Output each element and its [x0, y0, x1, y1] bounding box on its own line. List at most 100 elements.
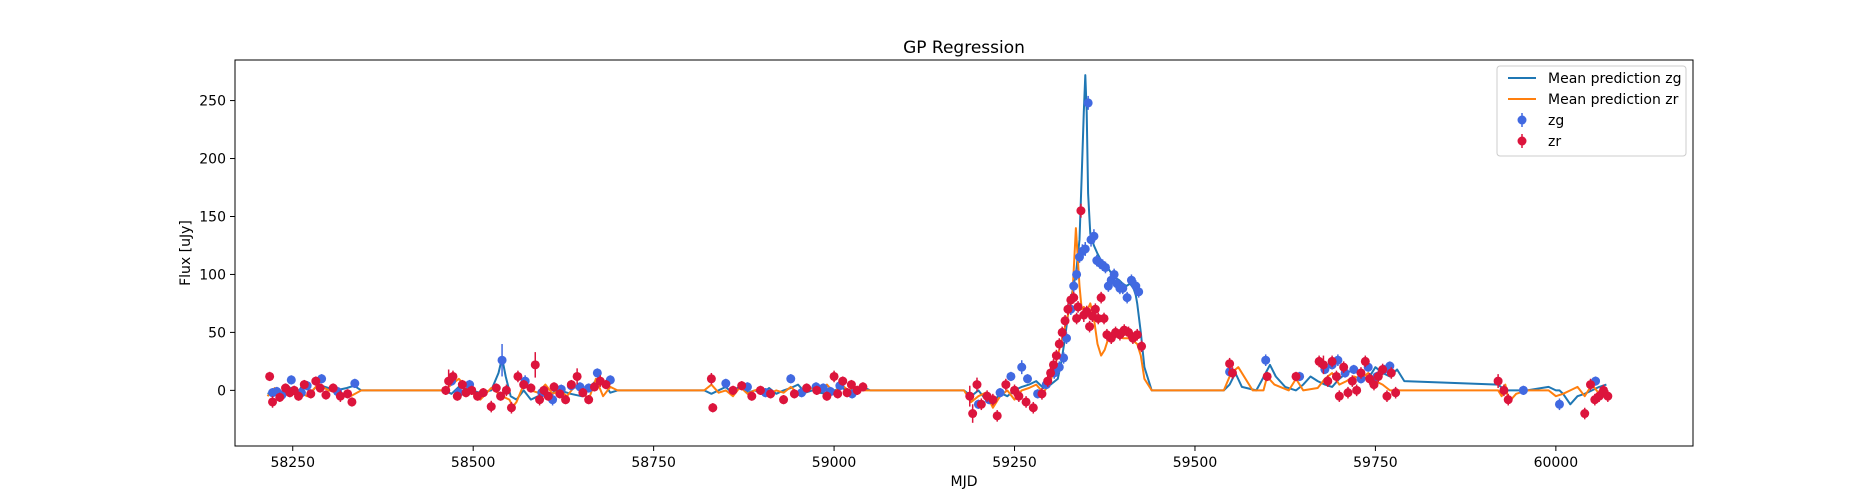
zr-point	[812, 385, 822, 395]
zg-point	[1134, 287, 1144, 297]
zr-point	[755, 385, 765, 395]
zr-point	[311, 376, 321, 386]
zr-point	[1369, 380, 1379, 390]
zr-point	[1356, 368, 1366, 378]
zr-point	[549, 382, 559, 392]
plot-area	[235, 60, 1693, 446]
zr-point	[829, 371, 839, 381]
legend-marker-zg	[1517, 115, 1527, 125]
zr-point	[858, 382, 868, 392]
zr-point	[1090, 304, 1100, 314]
y-axis-label: Flux [uJy]	[178, 220, 194, 286]
zr-point	[335, 391, 345, 401]
zg-point	[1017, 362, 1027, 372]
zr-point	[347, 397, 357, 407]
zg-point	[1554, 399, 1564, 409]
zr-point	[486, 402, 496, 412]
zr-point	[501, 385, 511, 395]
zr-point	[1072, 313, 1082, 323]
x-tick-label: 58500	[451, 455, 496, 471]
zr-point	[275, 392, 285, 402]
zr-point	[1046, 368, 1056, 378]
zr-point	[1137, 341, 1147, 351]
zr-point	[1323, 376, 1333, 386]
x-tick-label: 59500	[1173, 455, 1218, 471]
plot-content	[265, 74, 1613, 423]
y-tick-label: 250	[199, 94, 226, 110]
zg-point	[1518, 385, 1528, 395]
zr-point	[1028, 403, 1038, 413]
zr-point	[1343, 388, 1353, 398]
legend-label-zr-points: zr	[1548, 134, 1561, 150]
zg-point	[1089, 231, 1099, 241]
zr-point	[561, 395, 571, 405]
zr-point	[747, 391, 757, 401]
x-tick-label: 59000	[812, 455, 857, 471]
zr-point	[448, 371, 458, 381]
zr-point	[496, 391, 506, 401]
zr-point	[1386, 368, 1396, 378]
zr-point	[1331, 371, 1341, 381]
zr-point	[1085, 322, 1095, 332]
zr-point	[1228, 368, 1238, 378]
zr-point	[1096, 293, 1106, 303]
zr-point	[802, 383, 812, 393]
zg-point	[1349, 364, 1359, 374]
zr-point	[706, 374, 716, 384]
zr-point	[766, 389, 776, 399]
zr-point	[968, 409, 978, 419]
zr-point	[294, 391, 304, 401]
zr-point	[972, 380, 982, 390]
zr-point	[1051, 351, 1061, 361]
zr-point	[452, 391, 462, 401]
zr-point	[992, 411, 1002, 421]
zr-point	[535, 395, 545, 405]
zg-point	[1118, 283, 1128, 293]
zr-point	[526, 383, 536, 393]
zr-point	[708, 403, 718, 413]
zr-point	[343, 389, 353, 399]
x-axis-ticks: 58250 58500 58750 59000 59250 59500 59750 60000	[270, 446, 1578, 471]
zr-point	[1339, 362, 1349, 372]
zr-point	[1060, 316, 1070, 326]
zr-point	[1063, 304, 1073, 314]
zr-point	[1021, 397, 1031, 407]
zr-point	[1580, 409, 1590, 419]
zr-point	[321, 390, 331, 400]
zr-point	[265, 371, 275, 381]
y-tick-label: 0	[217, 383, 226, 399]
zr-point	[306, 389, 316, 399]
x-tick-label: 60000	[1534, 455, 1579, 471]
zr-point	[1262, 371, 1272, 381]
zr-point	[1318, 360, 1328, 370]
zr-point	[601, 380, 611, 390]
zr-point	[513, 371, 523, 381]
zr-point	[584, 395, 594, 405]
zr-point	[1586, 380, 1596, 390]
x-tick-label: 58750	[631, 455, 676, 471]
zr-point	[1352, 385, 1362, 395]
zg-point	[721, 378, 731, 388]
zr-point	[566, 380, 576, 390]
zr-point	[822, 391, 832, 401]
x-tick-label: 59250	[992, 455, 1037, 471]
zr-point	[1057, 327, 1067, 337]
zg-point	[995, 388, 1005, 398]
zg-point	[1109, 269, 1119, 279]
zr-point	[1291, 371, 1301, 381]
zr-point	[1603, 391, 1613, 401]
zr-point	[1069, 293, 1079, 303]
zg-point	[1059, 353, 1069, 363]
zg-point	[1261, 355, 1271, 365]
x-axis-label: MJD	[951, 474, 978, 490]
legend-label-zg-line: Mean prediction zg	[1548, 71, 1682, 87]
observation-points	[265, 95, 1613, 423]
zg-point	[1072, 269, 1082, 279]
zr-point	[1001, 380, 1011, 390]
legend-label-zg-points: zg	[1548, 113, 1564, 129]
zr-point	[1382, 391, 1392, 401]
zg-point	[350, 378, 360, 388]
x-tick-label: 59750	[1353, 455, 1398, 471]
zr-point	[572, 371, 582, 381]
